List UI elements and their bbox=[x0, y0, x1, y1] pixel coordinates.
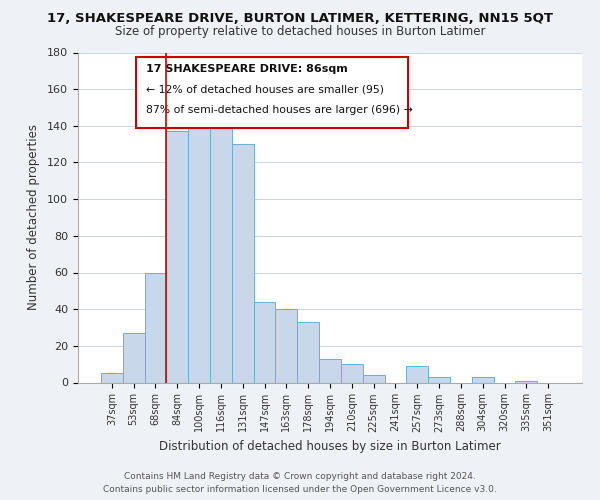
Bar bbox=[188, 128, 210, 382]
Bar bbox=[428, 377, 450, 382]
Bar bbox=[254, 302, 275, 382]
Text: ← 12% of detached houses are smaller (95): ← 12% of detached houses are smaller (95… bbox=[146, 84, 384, 94]
Bar bbox=[341, 364, 363, 382]
Y-axis label: Number of detached properties: Number of detached properties bbox=[27, 124, 40, 310]
Bar bbox=[232, 144, 254, 382]
Bar bbox=[123, 333, 145, 382]
Bar bbox=[515, 380, 537, 382]
Bar bbox=[319, 358, 341, 382]
Bar bbox=[406, 366, 428, 382]
Bar bbox=[363, 375, 385, 382]
Text: Contains HM Land Registry data © Crown copyright and database right 2024.
Contai: Contains HM Land Registry data © Crown c… bbox=[103, 472, 497, 494]
Bar bbox=[145, 272, 166, 382]
Bar bbox=[297, 322, 319, 382]
Text: 17, SHAKESPEARE DRIVE, BURTON LATIMER, KETTERING, NN15 5QT: 17, SHAKESPEARE DRIVE, BURTON LATIMER, K… bbox=[47, 12, 553, 26]
Bar bbox=[101, 374, 123, 382]
Bar bbox=[166, 132, 188, 382]
FancyBboxPatch shape bbox=[136, 58, 408, 128]
Text: 17 SHAKESPEARE DRIVE: 86sqm: 17 SHAKESPEARE DRIVE: 86sqm bbox=[146, 64, 348, 74]
Text: 87% of semi-detached houses are larger (696) →: 87% of semi-detached houses are larger (… bbox=[146, 105, 413, 115]
X-axis label: Distribution of detached houses by size in Burton Latimer: Distribution of detached houses by size … bbox=[159, 440, 501, 453]
Bar bbox=[275, 309, 297, 382]
Bar bbox=[472, 377, 494, 382]
Bar bbox=[210, 116, 232, 382]
Text: Size of property relative to detached houses in Burton Latimer: Size of property relative to detached ho… bbox=[115, 25, 485, 38]
